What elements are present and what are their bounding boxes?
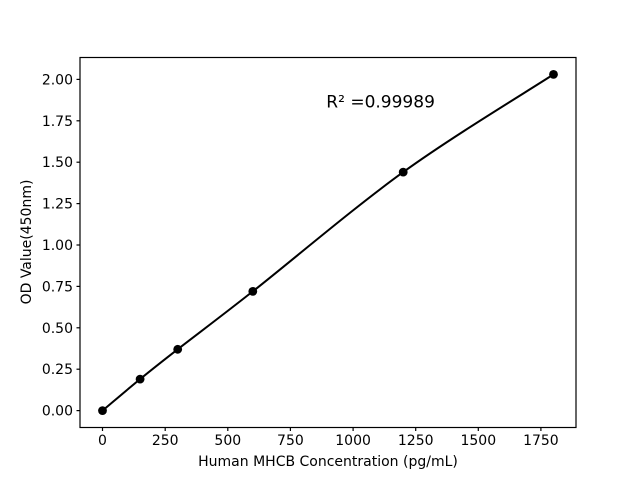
x-tick-label: 1000 (335, 433, 371, 449)
x-tick-label: 1500 (460, 433, 496, 449)
y-tick-label: 0.50 (42, 321, 73, 337)
data-point-marker (135, 374, 145, 384)
x-tick-label: 1250 (398, 433, 434, 449)
plot-border (79, 56, 577, 429)
data-point-marker (398, 167, 408, 177)
y-tick-label: 1.25 (42, 197, 73, 213)
y-tick-label: 0.25 (42, 362, 73, 378)
data-point-marker (98, 406, 107, 415)
y-tick-label: 1.75 (42, 114, 73, 130)
y-tick-label: 1.00 (42, 238, 73, 254)
y-axis-label: OD Value(450nm) (19, 179, 35, 305)
data-point-marker (173, 344, 183, 354)
x-tick-label: 0 (98, 433, 107, 449)
y-tick-label: 1.50 (42, 155, 73, 171)
x-axis-label: Human MHCB Concentration (pg/mL) (198, 454, 458, 470)
y-tick-label: 0.75 (42, 279, 73, 295)
y-tick-label: 0.00 (42, 404, 73, 420)
x-tick-label: 500 (214, 433, 241, 449)
x-tick-label: 750 (277, 433, 304, 449)
y-tick-label: 2.00 (42, 72, 73, 88)
x-tick-label: 250 (152, 433, 179, 449)
x-tick-label: 1750 (523, 433, 559, 449)
r-squared-annotation: R² =0.99989 (326, 92, 435, 112)
data-point-marker (549, 70, 558, 79)
data-point-marker (248, 287, 258, 296)
